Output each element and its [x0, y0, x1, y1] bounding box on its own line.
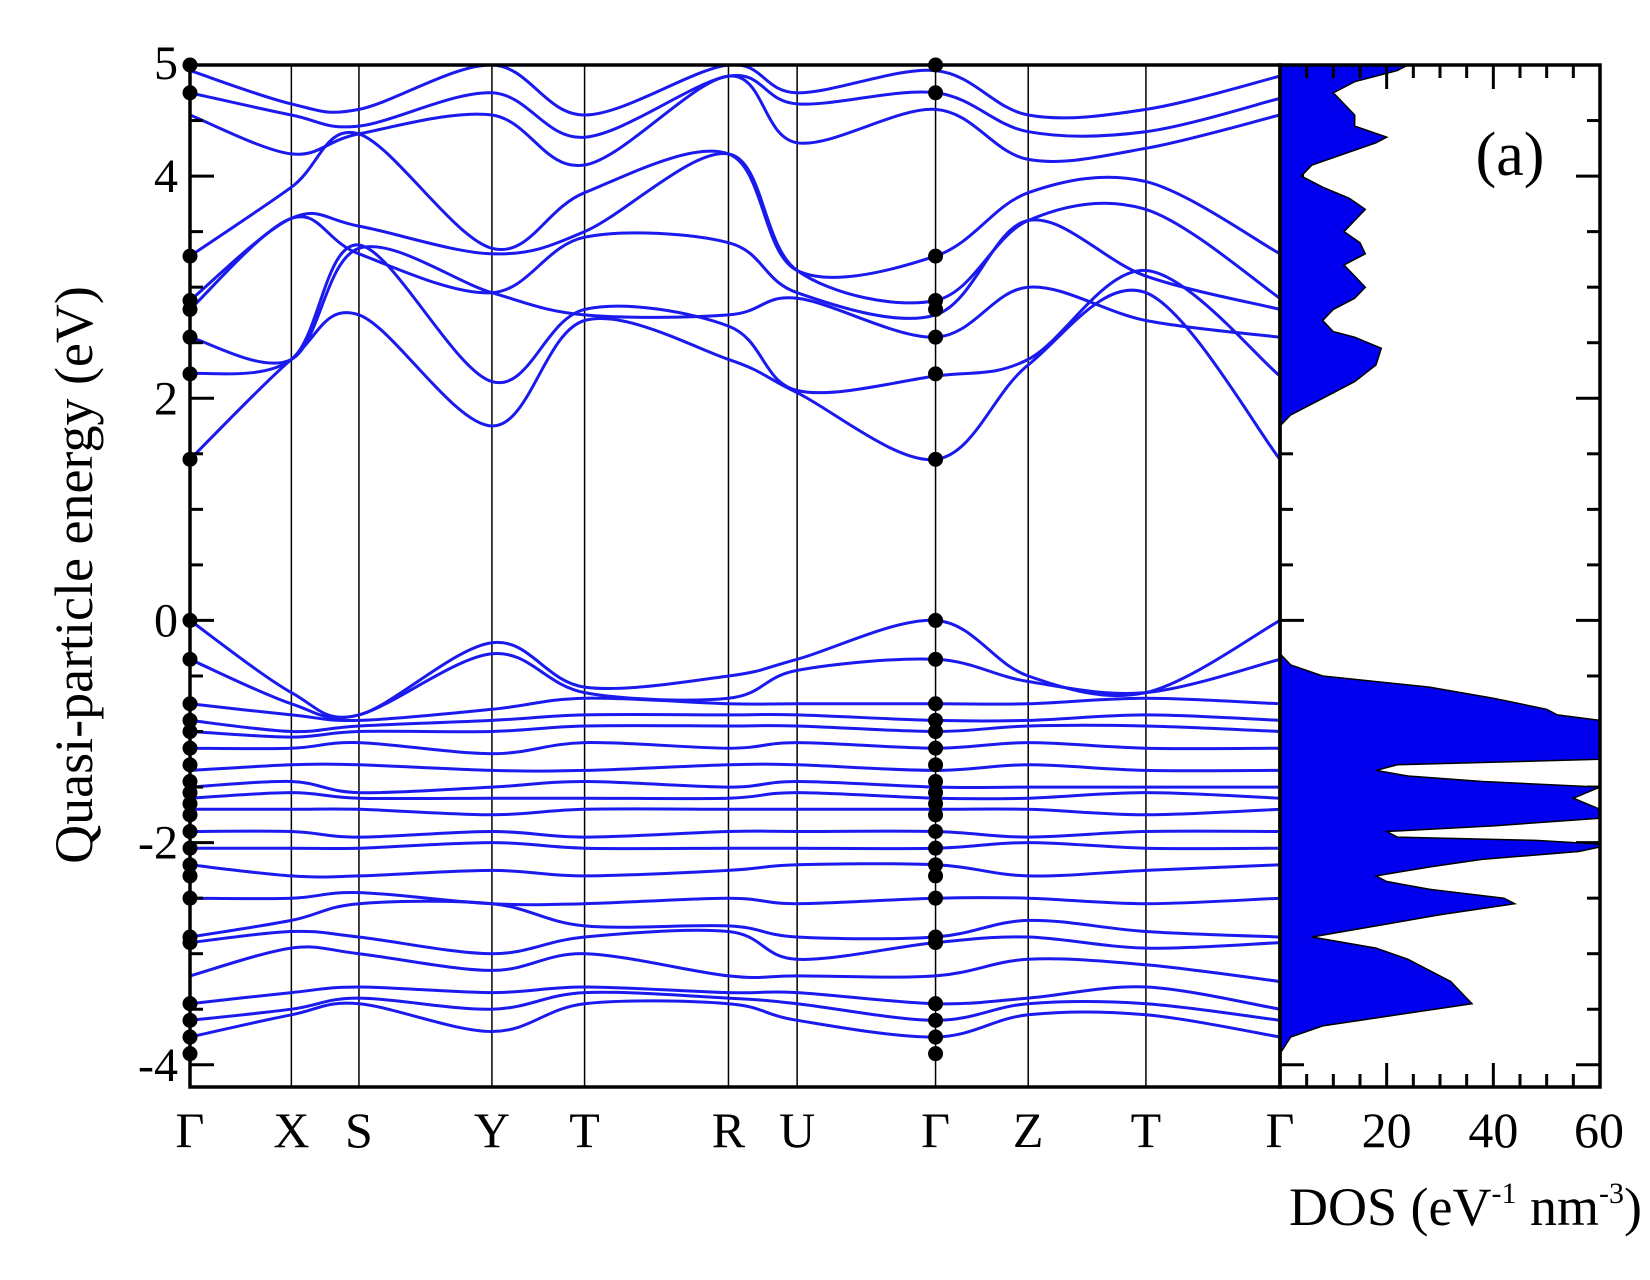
y-tick-label: 4	[154, 150, 178, 203]
band-line-3	[190, 215, 1280, 320]
kpoint-label: S	[345, 1102, 373, 1158]
band-line-2	[190, 245, 1280, 365]
gamma-marker-1-10	[928, 696, 944, 712]
gamma-marker-1-23	[928, 890, 944, 906]
gamma-marker-1-29	[928, 1046, 944, 1062]
dos-area	[1280, 65, 1600, 1087]
gamma-marker-1-14	[928, 757, 944, 773]
kpoint-label: Γ	[921, 1102, 950, 1158]
dos-x-tick-label: 40	[1468, 1102, 1518, 1158]
gamma-marker-1-11	[928, 712, 944, 728]
gamma-marker-1-4	[928, 301, 944, 317]
band-line-27	[190, 990, 1280, 1022]
kpoint-label: U	[779, 1102, 815, 1158]
band-line-26	[190, 985, 1280, 1011]
dos-x-tick-label: 60	[1574, 1102, 1624, 1158]
gamma-marker-1-1	[928, 85, 944, 101]
y-axis-title: Quasi-particle energy (eV)	[44, 286, 104, 864]
band-line-15	[190, 762, 1280, 773]
band-line-18	[190, 807, 1280, 817]
band-line-6	[190, 74, 1280, 167]
gamma-marker-1-16	[928, 785, 944, 801]
y-tick-label: -2	[138, 817, 178, 870]
band-line-22	[190, 891, 1280, 907]
kpoint-label: Γ	[1266, 1102, 1295, 1158]
gamma-marker-1-7	[928, 451, 944, 467]
band-line-23	[190, 899, 1280, 941]
band-line-7	[190, 73, 1280, 139]
kpoint-label: T	[569, 1102, 600, 1158]
gamma-marker-1-6	[928, 366, 944, 382]
dos-fill-group	[1280, 65, 1600, 1087]
dos-xlabel-main: DOS (eV	[1289, 1177, 1491, 1237]
band-line-10	[190, 652, 1280, 720]
kpoint-label: Z	[1013, 1102, 1044, 1158]
y-tick-label: -4	[138, 1039, 178, 1092]
kpoint-label: Γ	[176, 1102, 205, 1158]
gamma-marker-1-19	[928, 824, 944, 839]
gamma-marker-1-20	[928, 840, 944, 856]
gamma-marker-1-25	[928, 935, 944, 951]
dos-xlabel-sup2: -3	[1599, 1177, 1624, 1210]
band-line-16	[190, 779, 1280, 795]
kpoint-label: Y	[474, 1102, 510, 1158]
band-line-21	[190, 862, 1280, 879]
band-line-5	[190, 130, 1280, 279]
dos-x-tick-label: 20	[1362, 1102, 1412, 1158]
panel-label: (a)	[1476, 121, 1545, 189]
gamma-marker-1-15	[928, 774, 944, 790]
band-line-8	[190, 65, 1280, 120]
band-lines	[190, 65, 1280, 1039]
band-line-28	[190, 999, 1280, 1039]
kpoint-label: X	[273, 1102, 309, 1158]
dos-x-axis-title: DOS (eV-1 nm-3)	[1289, 1177, 1642, 1237]
band-line-12	[190, 712, 1280, 734]
dos-xlabel-end: )	[1624, 1177, 1642, 1237]
band-line-17	[190, 791, 1280, 801]
gamma-marker-1-17	[928, 796, 944, 812]
gamma-marker-1-9	[928, 651, 944, 667]
gamma-marker-1-26	[928, 996, 944, 1012]
gamma-marker-1-21	[928, 857, 944, 873]
gamma-marker-1-13	[928, 740, 944, 756]
y-tick-label: 0	[154, 594, 178, 647]
gamma-marker-1-27	[928, 1012, 944, 1028]
band-line-19	[190, 829, 1280, 839]
kpoint-label: R	[712, 1102, 746, 1158]
gamma-marker-1-22	[928, 868, 944, 884]
band-line-4	[190, 152, 1280, 305]
y-tick-label-top: 5	[154, 37, 178, 90]
band-line-14	[190, 741, 1280, 756]
gamma-marker-1-2	[928, 248, 944, 264]
dos-xlabel-sup1: -1	[1492, 1177, 1517, 1210]
gamma-marker-1-12	[928, 724, 944, 740]
y-tick-label: 2	[154, 372, 178, 425]
band-line-20	[190, 841, 1280, 851]
gamma-marker-1-8	[928, 612, 944, 628]
gamma-marker-1-18	[928, 807, 944, 823]
band-line-1	[190, 243, 1280, 395]
band-line-25	[190, 945, 1280, 983]
dos-panel: 20 40 60	[1278, 63, 1624, 1158]
gamma-marker-1-28	[928, 1029, 944, 1045]
band-line-24	[190, 928, 1280, 961]
kpoint-label: T	[1131, 1102, 1162, 1158]
band-line-11	[190, 696, 1280, 723]
dos-xlabel-mid: nm	[1517, 1177, 1600, 1237]
gamma-marker-1-5	[928, 329, 944, 345]
band-line-0	[190, 288, 1280, 461]
band-line-13	[190, 723, 1280, 739]
